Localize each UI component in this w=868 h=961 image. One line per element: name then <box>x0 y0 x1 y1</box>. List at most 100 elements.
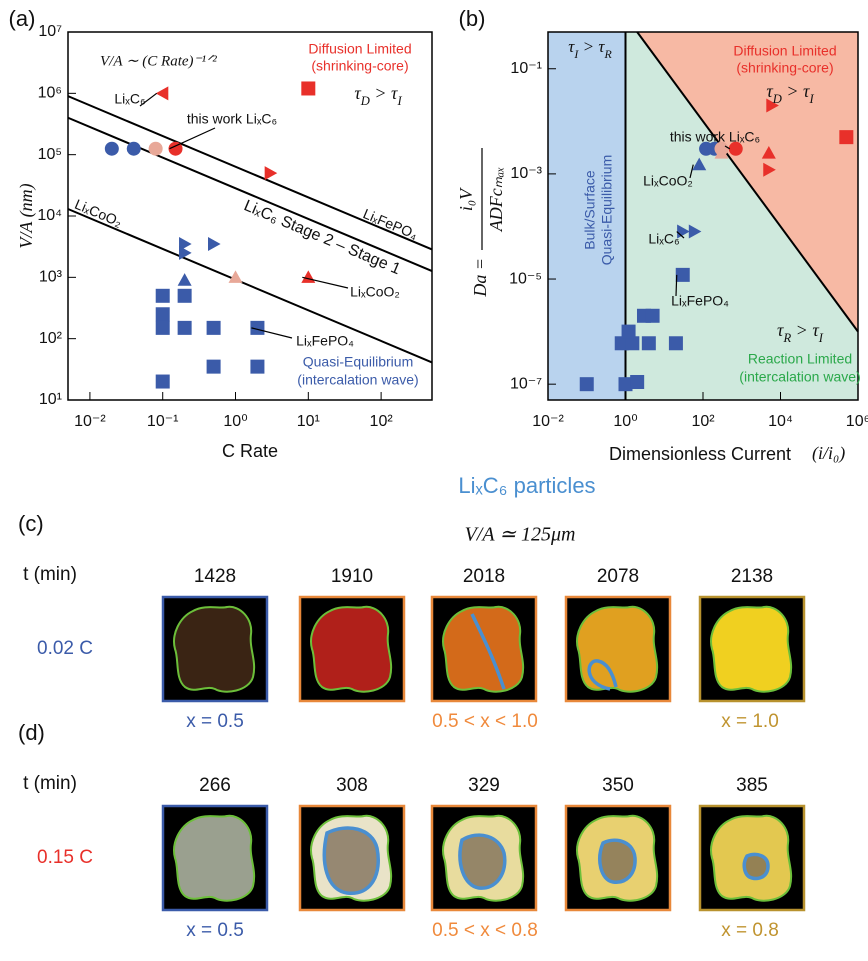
marker <box>179 245 192 260</box>
annotation: (intercalation wave) <box>297 372 418 388</box>
marker <box>168 141 183 156</box>
phase-boundary <box>458 833 507 890</box>
phase-boundary <box>598 838 637 884</box>
particle-image <box>310 605 393 693</box>
marker <box>675 267 690 282</box>
marker <box>692 157 707 171</box>
y-tick-label: 10⁻⁷ <box>510 375 542 392</box>
model-line <box>636 31 859 333</box>
y-axis-label: V/A (nm) <box>16 183 37 248</box>
annotation-arrow <box>676 231 685 239</box>
y-axis-label: Da = i₀V ADFcₘₐₓ <box>456 148 506 298</box>
marker <box>177 273 192 286</box>
y-tick-label: 10⁶ <box>38 85 62 102</box>
annotation: Diffusion Limited <box>733 43 836 59</box>
y-tick-label: 10¹ <box>39 391 62 408</box>
annotation: (shrinking-core) <box>736 60 833 76</box>
time-value: 1428 <box>194 566 236 587</box>
x-tick-label: 10⁰ <box>223 413 247 430</box>
annotation-arrow <box>251 327 293 339</box>
x-tick-label: 10⁰ <box>613 413 637 430</box>
x-tick-label: 10² <box>691 413 715 430</box>
region-quasi-equilibrium <box>548 32 626 400</box>
particle-image <box>173 814 256 902</box>
marker <box>614 336 629 351</box>
panel-label: (a) <box>9 6 36 31</box>
phase-boundary <box>742 852 770 881</box>
y-label-lhs: Da = <box>470 258 490 298</box>
marker <box>630 374 645 389</box>
marker <box>579 377 594 392</box>
marker <box>728 141 743 156</box>
annotation-arrow <box>139 92 158 107</box>
annotation: LiₓC₆ <box>114 91 145 107</box>
figure-title: LiₓC₆ particles <box>458 473 595 498</box>
x-tick-label: 10⁻¹ <box>147 413 179 430</box>
y-label-denominator: ADFcₘₐₓ <box>486 167 506 233</box>
particle <box>576 605 659 693</box>
panel-label: (d) <box>18 720 45 745</box>
y-tick-label: 10² <box>39 330 63 347</box>
marker <box>618 377 633 392</box>
annotation: LiₓCoO₂ <box>72 196 124 230</box>
state-caption: x = 1.0 <box>721 711 779 732</box>
figure-subtitle: V/A ≃ 125μm <box>465 524 576 546</box>
marker <box>177 288 192 303</box>
annotation: τI > τR <box>568 37 612 61</box>
x-axis-label: Dimensionless Current <box>609 444 791 464</box>
annotation: Bulk/Surface <box>582 170 598 250</box>
phase-boundary <box>587 659 618 691</box>
phase-boundary <box>322 826 380 895</box>
state-caption: x = 0.5 <box>186 711 244 732</box>
time-value: 2078 <box>597 566 639 587</box>
marker <box>714 145 729 159</box>
time-value: 266 <box>199 775 231 796</box>
particle <box>173 814 256 902</box>
x-tick-label: 10⁶ <box>846 413 868 430</box>
marker <box>264 166 278 181</box>
marker <box>208 236 221 251</box>
rate-label: 0.02 C <box>37 638 93 659</box>
marker <box>206 359 221 374</box>
model-line <box>67 95 433 251</box>
annotation: this work LiₓC₆ <box>670 129 760 145</box>
state-caption: 0.5 < x < 0.8 <box>432 920 538 941</box>
annotation: τD > τI <box>766 81 814 106</box>
marker <box>228 270 243 283</box>
annotation: Quasi-Equilibrium <box>303 354 413 370</box>
marker <box>641 336 656 351</box>
marker <box>761 145 776 159</box>
x-tick-label: 10⁻² <box>532 413 564 430</box>
panel-label: (b) <box>459 6 486 31</box>
marker <box>301 270 316 283</box>
particle-image <box>576 605 659 693</box>
marker <box>155 320 170 335</box>
annotation: LiₓC₆ <box>648 231 679 247</box>
annotation: LiₓFePO₄ <box>671 293 729 309</box>
time-value: 350 <box>602 775 634 796</box>
x-tick-label: 10¹ <box>297 413 320 430</box>
annotation-arrow <box>302 276 349 289</box>
marker <box>301 81 316 96</box>
annotation: LiₓCoO₂ <box>350 284 400 300</box>
marker <box>250 320 265 335</box>
marker <box>621 324 636 339</box>
marker <box>688 224 702 239</box>
annotation: V/A ∼ (C Rate)⁻¹ᐟ² <box>100 53 217 69</box>
model-line <box>67 208 433 364</box>
particle <box>710 605 793 693</box>
y-tick-label: 10⁷ <box>38 23 62 40</box>
particle <box>310 605 393 693</box>
particle-image <box>442 814 525 902</box>
marker <box>668 336 683 351</box>
marker <box>625 336 640 351</box>
marker <box>155 288 170 303</box>
time-value: 329 <box>468 775 500 796</box>
region-reaction <box>625 32 858 400</box>
state-caption: x = 0.5 <box>186 920 244 941</box>
state-caption: x = 0.8 <box>721 920 779 941</box>
marker <box>104 141 119 156</box>
marker <box>179 236 192 251</box>
annotation: LiₓCoO₂ <box>643 173 693 189</box>
